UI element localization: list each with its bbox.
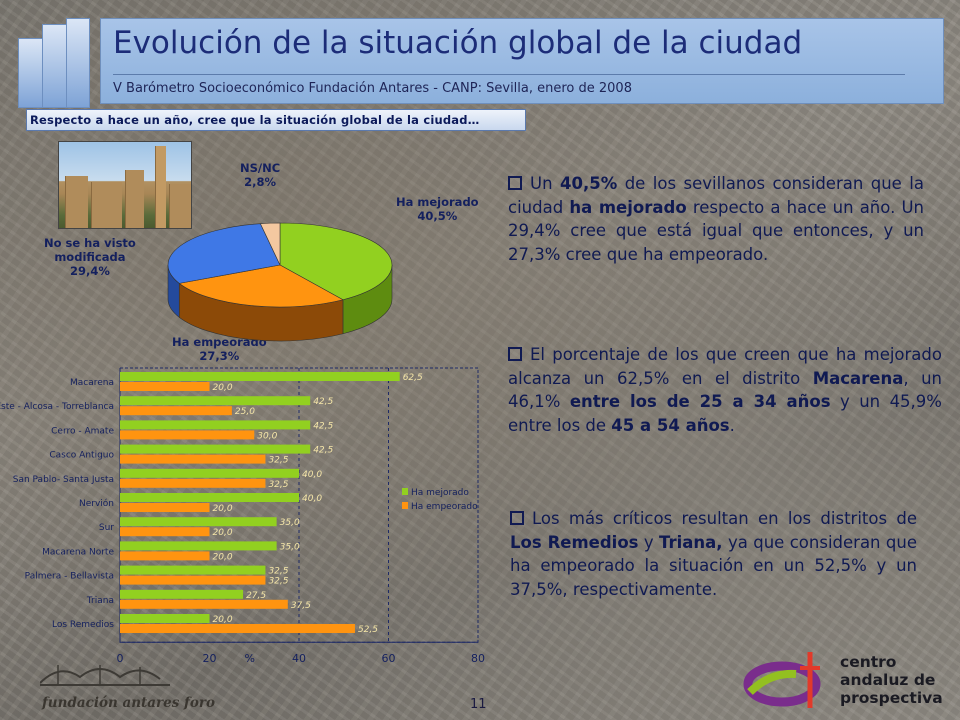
legend-label: Ha empeorado (411, 502, 478, 512)
category-label: Palmera - Bellavista (25, 572, 114, 582)
bar-value-label: 40,0 (302, 494, 322, 504)
page-subtitle: V Barómetro Socioeconómico Fundación Ant… (113, 81, 632, 96)
pie-label-nsnc: NS/NC 2,8% (240, 161, 281, 189)
x-tick-label: 80 (471, 652, 485, 665)
fundacion-logo-text: fundación antares foro (42, 695, 215, 711)
bar-value-label: 27,5 (246, 591, 266, 601)
pie-slice-ha-mejorado (279, 222, 393, 301)
bar-value-label: 20,0 (213, 504, 233, 514)
bar-value-label: 32,5 (268, 480, 288, 490)
bar-empeorado (120, 624, 355, 633)
category-label: Macarena Norte (42, 547, 114, 557)
bar-mejorado (120, 517, 277, 527)
category-label: Cerro - Amate (51, 426, 114, 436)
bar-chart: 0 20 40 60 80% Macarena 62,5 20,0 Este - Alcosa … (0, 367, 485, 665)
x-tick-label: 40 (292, 652, 306, 665)
bar-mejorado (120, 444, 311, 454)
checkbox-bullet-icon (510, 511, 524, 525)
bar-empeorado (120, 382, 210, 391)
paragraph-3: Los más críticos resultan en los distrit… (510, 509, 917, 599)
x-tick-label: 60 (382, 652, 396, 665)
category-label: Sur (99, 523, 114, 533)
bar-empeorado (120, 406, 232, 416)
category-label: Los Remedios (52, 620, 114, 630)
bar-mejorado (120, 541, 277, 551)
bar-value-label: 42,5 (313, 397, 333, 407)
bar-mejorado (120, 565, 266, 575)
cap-logo-line-2: andaluz de (840, 671, 936, 689)
category-label: Triana (86, 596, 114, 606)
legend-swatch (402, 502, 408, 509)
x-axis-label: % (245, 652, 255, 665)
checkbox-bullet-icon (508, 176, 522, 190)
x-tick-label: 20 (203, 652, 217, 665)
checkbox-bullet-icon (508, 347, 522, 361)
header-logo-blocks (18, 18, 108, 108)
cap-logo-line-1: centro (840, 653, 897, 671)
bar-value-label: 52,5 (358, 625, 378, 635)
page-number: 11 (470, 697, 487, 712)
bar-value-label: 32,5 (268, 456, 288, 466)
bar-empeorado (120, 599, 288, 609)
bar-value-label: 35,0 (280, 542, 300, 552)
bar-empeorado (120, 478, 266, 488)
bar-empeorado (120, 527, 210, 537)
pie-slice-no-se-ha-visto-modificada (167, 223, 281, 284)
bar-mejorado (120, 396, 311, 406)
x-tick-label: 0 (117, 652, 124, 665)
fundacion-antares-logo: fundación antares foro (39, 655, 215, 715)
bar-value-label: 20,0 (213, 615, 233, 625)
bar-mejorado (120, 589, 244, 599)
pie-slice-ns-nc (259, 222, 281, 266)
header-bar: Evolución de la situación global de la c… (100, 18, 944, 104)
bar-empeorado (120, 575, 266, 585)
category-label: Este - Alcosa - Torreblanca (0, 402, 114, 412)
bar-mejorado (120, 614, 210, 623)
legend-label: Ha mejorado (411, 488, 469, 498)
category-label: Nervión (79, 498, 114, 509)
legend-swatch (402, 488, 408, 495)
bar-value-label: 37,5 (291, 601, 311, 611)
paragraph-1: Un 40,5% de los sevillanos consideran qu… (508, 174, 925, 264)
bar-value-label: 35,0 (280, 518, 300, 528)
bar-value-label: 30,0 (257, 431, 277, 441)
header-divider (113, 74, 905, 75)
bar-mejorado (120, 493, 299, 502)
bar-empeorado (120, 503, 210, 512)
paragraph-2: El porcentaje de los que creen que ha me… (508, 345, 943, 435)
bar-value-label: 62,5 (403, 373, 423, 383)
cap-emblem-icon (743, 652, 821, 708)
bar-value-label: 40,0 (302, 470, 322, 480)
survey-question: Respecto a hace un año, cree que la situ… (30, 113, 480, 127)
page-title: Evolución de la situación global de la c… (113, 25, 803, 61)
category-label: Macarena (70, 378, 114, 388)
bar-empeorado (120, 430, 255, 440)
bar-value-label: 42,5 (313, 421, 333, 431)
bar-mejorado (120, 372, 400, 381)
bar-value-label: 25,0 (235, 407, 255, 417)
bar-mejorado (120, 468, 299, 478)
bar-empeorado (120, 454, 266, 464)
cathedral-photo (58, 141, 192, 229)
bar-mejorado (120, 420, 311, 430)
pie-slice-ha-empeorado (178, 264, 344, 308)
bridge-icon (39, 665, 170, 686)
pie-label-no-se-ha-visto: No se ha visto modificada 29,4% (44, 236, 136, 278)
bar-empeorado (120, 551, 210, 561)
centro-andaluz-logo: centro andaluz de prospectiva (740, 648, 950, 716)
bar-value-label: 20,0 (213, 528, 233, 538)
bar-value-label: 20,0 (213, 383, 233, 393)
category-label: Casco Antiguo (49, 451, 114, 461)
bar-value-label: 42,5 (313, 446, 333, 456)
question-bar: Respecto a hace un año, cree que la situ… (26, 109, 526, 131)
cap-logo-line-3: prospectiva (840, 689, 943, 707)
pie-label-mejorado: Ha mejorado 40,5% (396, 195, 479, 223)
pie-chart (167, 222, 393, 342)
bar-value-label: 32,5 (268, 577, 288, 587)
bar-value-label: 32,5 (268, 567, 288, 577)
category-label: San Pablo- Santa Justa (13, 475, 114, 485)
bar-value-label: 20,0 (213, 552, 233, 562)
